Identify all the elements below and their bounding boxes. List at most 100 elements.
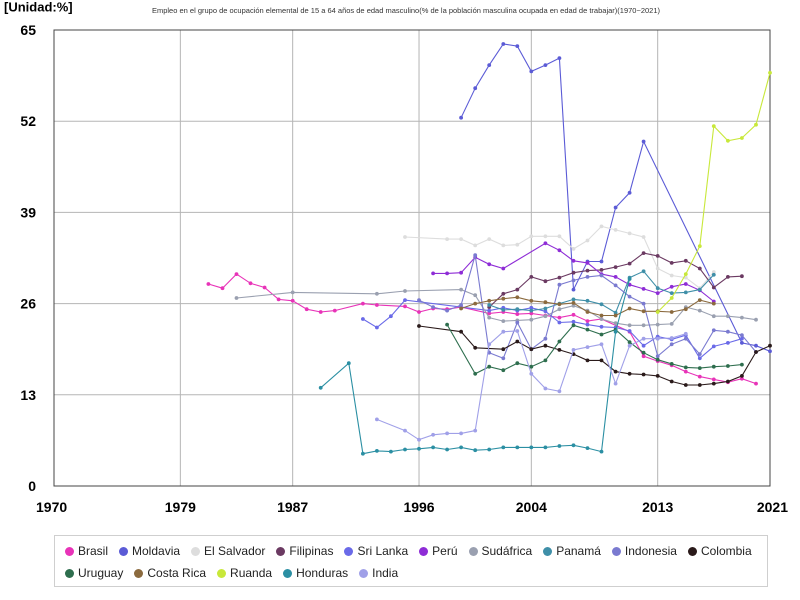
legend-item[interactable]: Brasil: [65, 544, 108, 558]
series-line: [488, 252, 742, 308]
data-point: [669, 322, 674, 326]
legend-item[interactable]: El Salvador: [191, 544, 265, 558]
legend-item[interactable]: Sri Lanka: [344, 544, 408, 558]
legend-item[interactable]: Costa Rica: [134, 566, 206, 580]
data-point: [740, 136, 744, 140]
data-point: [697, 366, 702, 370]
legend-item[interactable]: Honduras: [283, 566, 348, 580]
data-point: [599, 317, 604, 321]
data-point: [557, 275, 562, 280]
legend-item[interactable]: Sudáfrica: [468, 544, 532, 558]
data-point: [332, 308, 337, 313]
y-tick-label: 26: [20, 296, 36, 312]
data-point: [599, 342, 604, 347]
data-point: [473, 301, 478, 306]
series-line: [208, 273, 757, 385]
data-point: [740, 341, 744, 345]
data-point: [375, 325, 379, 330]
x-tick-label: 2021: [757, 499, 788, 515]
data-point: [515, 242, 520, 247]
legend-item[interactable]: Perú: [419, 544, 458, 558]
data-point: [375, 417, 379, 422]
data-point: [262, 285, 267, 290]
legend-item[interactable]: Panamá: [543, 544, 601, 558]
legend-item[interactable]: Filipinas: [276, 544, 333, 558]
data-point: [585, 238, 590, 243]
data-point: [697, 383, 702, 387]
data-point: [403, 298, 407, 302]
data-point: [768, 343, 772, 348]
data-point: [459, 306, 463, 311]
data-point: [389, 449, 393, 454]
data-point: [571, 348, 576, 352]
data-point: [501, 291, 506, 296]
legend-swatch: [134, 568, 144, 578]
data-point: [740, 333, 744, 338]
data-point: [641, 372, 646, 377]
data-point: [571, 303, 576, 308]
data-point: [459, 303, 463, 307]
data-point: [487, 303, 492, 307]
legend-swatch: [344, 546, 354, 556]
data-point: [571, 443, 576, 448]
data-point: [487, 237, 492, 242]
legend-item[interactable]: Moldavia: [119, 544, 180, 558]
legend-label: Honduras: [296, 566, 349, 580]
legend-item[interactable]: Ruanda: [217, 566, 272, 580]
data-point: [248, 281, 253, 286]
data-point: [627, 306, 632, 311]
data-point: [571, 297, 576, 302]
data-point: [403, 447, 407, 452]
data-point: [501, 347, 506, 352]
legend-swatch: [191, 546, 201, 556]
data-point: [431, 305, 435, 309]
y-axis-unit-label: [Unidad:%]: [4, 0, 73, 15]
data-point: [655, 357, 660, 362]
data-point: [613, 265, 618, 269]
data-point: [740, 274, 744, 279]
legend-item[interactable]: Indonesia: [611, 544, 677, 558]
data-point: [529, 275, 534, 279]
data-point: [515, 312, 520, 316]
data-point: [346, 361, 351, 366]
data-point: [585, 261, 590, 265]
series-uruguay: [445, 322, 744, 376]
data-point: [740, 374, 744, 378]
data-point: [571, 312, 576, 317]
legend-label: Moldavia: [132, 544, 181, 558]
series-ruanda: [655, 70, 772, 314]
data-point: [543, 279, 548, 284]
data-point: [515, 307, 520, 312]
data-point: [445, 237, 449, 242]
legend-item[interactable]: Colombia: [687, 544, 752, 558]
data-point: [571, 287, 576, 292]
data-point: [515, 329, 520, 333]
data-point: [515, 445, 520, 450]
legend-label: India: [372, 566, 399, 580]
data-point: [206, 282, 211, 286]
legend-label: Uruguay: [78, 566, 124, 580]
data-point: [655, 310, 660, 314]
data-point: [669, 284, 674, 289]
data-point: [543, 386, 548, 391]
data-point: [641, 354, 646, 359]
data-point: [585, 345, 590, 349]
data-point: [543, 241, 548, 246]
data-point: [234, 272, 239, 276]
data-point: [655, 354, 660, 359]
data-point: [683, 290, 688, 295]
data-point: [417, 446, 421, 451]
data-point: [473, 428, 478, 433]
data-point: [655, 254, 660, 258]
legend-label: Brasil: [78, 544, 109, 558]
data-point: [445, 431, 449, 436]
y-tick-label: 39: [20, 204, 36, 220]
data-point: [754, 122, 758, 127]
legend-item[interactable]: Uruguay: [65, 566, 123, 580]
legend-item[interactable]: India: [359, 566, 398, 580]
data-point: [585, 358, 590, 363]
legend-label: Perú: [432, 544, 458, 558]
y-tick-label: 13: [20, 387, 36, 403]
legend: Brasil Moldavia El Salvador Filipinas Sri La…: [54, 535, 768, 587]
series-indonesia: [417, 253, 758, 361]
